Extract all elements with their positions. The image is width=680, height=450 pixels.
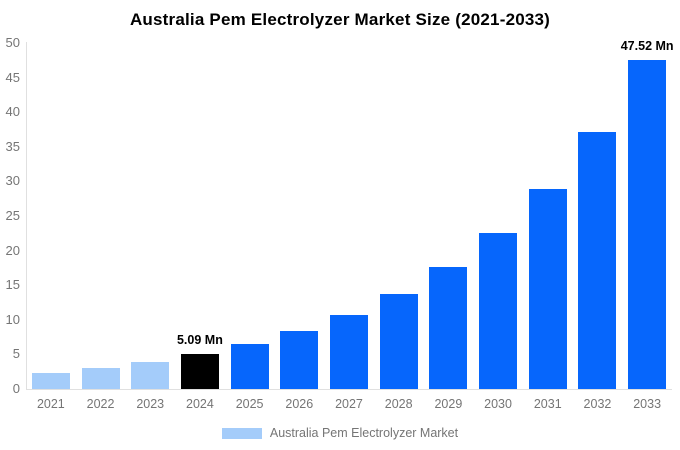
y-axis-tick-label-20: 20: [5, 242, 20, 258]
bar-2021[interactable]: [31, 372, 70, 389]
x-axis-tick-label-2025: 2025: [235, 397, 264, 411]
bar-2023[interactable]: [131, 362, 170, 389]
y-axis-tick-label-25: 25: [5, 208, 20, 223]
chart-title: Australia Pem Electrolyzer Market Size (…: [129, 10, 551, 29]
bar-2026[interactable]: [280, 331, 319, 389]
y-axis-tick-label-30: 30: [5, 173, 20, 189]
x-axis-tick-label-2032: 2032: [583, 397, 612, 411]
bar-2024[interactable]: [180, 353, 219, 389]
bar-2027[interactable]: [330, 314, 368, 389]
legend-swatch: [221, 427, 262, 439]
bar-2032[interactable]: [578, 132, 617, 389]
legend-label: Australia Pem Electrolyzer Market: [269, 426, 459, 440]
bar-annotation-2033: 47.52 Mn: [620, 39, 674, 54]
bar-2031[interactable]: [528, 188, 567, 389]
bar-2028[interactable]: [379, 293, 418, 389]
y-axis-line: [26, 42, 27, 389]
y-axis-tick-label-0: 0: [12, 381, 20, 396]
legend: Australia Pem Electrolyzer Market: [0, 426, 680, 440]
y-axis-tick-label-10: 10: [5, 311, 20, 327]
x-axis-tick-label-2033: 2033: [633, 397, 662, 411]
x-axis-tick-label-2027: 2027: [335, 397, 363, 411]
y-axis-tick-label-50: 50: [5, 35, 20, 50]
y-axis-tick-label-45: 45: [5, 69, 20, 85]
x-axis-baseline: [26, 389, 672, 390]
x-axis-tick-label-2031: 2031: [533, 397, 562, 411]
x-axis-tick-label-2028: 2028: [384, 397, 413, 411]
bar-2030[interactable]: [479, 232, 518, 389]
bar-2025[interactable]: [230, 343, 269, 389]
x-axis-tick-label-2026: 2026: [285, 397, 314, 411]
x-axis-tick-label-2024: 2024: [186, 397, 214, 411]
x-axis-tick-label-2030: 2030: [484, 397, 512, 411]
x-axis-tick-label-2029: 2029: [434, 397, 463, 411]
y-axis-tick-label-40: 40: [5, 104, 20, 120]
bar-2022[interactable]: [81, 368, 120, 389]
bar-2033[interactable]: [628, 60, 667, 389]
y-axis-tick-label-15: 15: [5, 277, 20, 293]
x-axis-tick-label-2021: 2021: [36, 397, 65, 411]
y-axis-tick-label-5: 5: [12, 346, 20, 362]
bar-annotation-2024: 5.09 Mn: [176, 332, 223, 347]
x-axis-tick-label-2022: 2022: [86, 397, 115, 411]
bar-2029[interactable]: [429, 267, 468, 389]
x-axis-tick-label-2023: 2023: [136, 397, 165, 411]
y-axis-tick-label-35: 35: [5, 138, 20, 154]
